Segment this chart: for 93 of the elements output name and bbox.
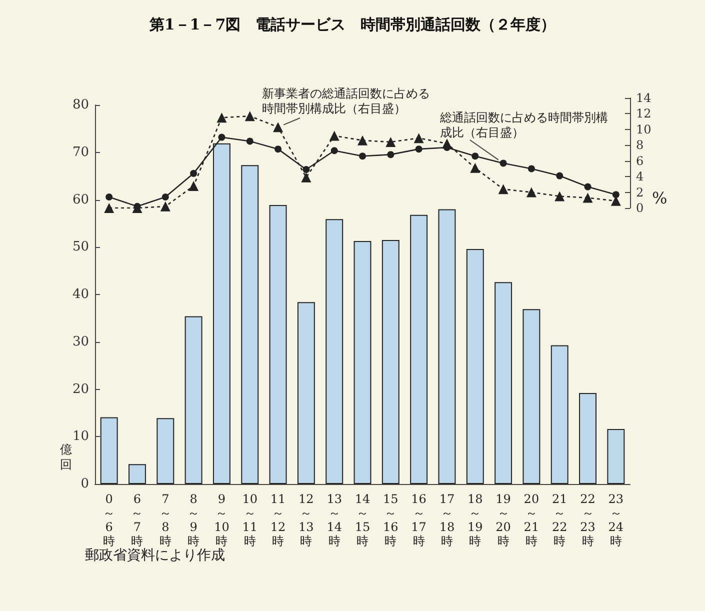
point [330, 147, 338, 154]
y-tick-label: 6 [636, 154, 644, 168]
point [302, 166, 310, 173]
x-tick-label: 6～7時 [131, 492, 144, 548]
bar [354, 240, 372, 484]
point [216, 112, 227, 123]
point [500, 160, 507, 167]
point [104, 203, 114, 213]
bar [607, 429, 625, 484]
x-tick-label: 16～17時 [411, 492, 426, 548]
y-tick-label: 10 [636, 122, 652, 136]
y-tick-label: 8 [636, 138, 644, 152]
y-tick-label: 0 [636, 201, 644, 215]
y-tick-label: 0 [80, 476, 89, 492]
y-tick-label: 30 [72, 334, 89, 350]
y-tick-label: 40 [72, 287, 89, 302]
x-tick-label: 8～9時 [188, 492, 200, 548]
x-tick-label: 23～24時 [608, 492, 624, 548]
bar [438, 209, 456, 484]
y-tick-label: 14 [636, 91, 652, 105]
x-tick-label: 9～10時 [214, 492, 230, 548]
point [106, 194, 113, 200]
bar [550, 345, 568, 484]
x-tick-label: 19～20時 [496, 492, 511, 548]
text: 郵政省資料により作成 [85, 548, 225, 564]
bar [522, 309, 540, 484]
point [528, 165, 535, 172]
point [246, 138, 254, 145]
point [387, 151, 394, 158]
y-tick-label: 20 [72, 382, 89, 397]
bar [466, 249, 484, 484]
point [329, 130, 340, 141]
point [584, 183, 592, 190]
bar [297, 302, 315, 484]
point [414, 133, 424, 144]
chart-title: 第1－1－7図 電話サービス 時間帯別通話回数（２年度） [148, 16, 556, 34]
x-tick-label: 15～16時 [383, 492, 398, 548]
x-tick-label: 7～8時 [159, 492, 172, 548]
point [218, 134, 226, 141]
x-tick-label: 22～23時 [580, 492, 596, 548]
point [498, 184, 508, 194]
x-tick-label: 13～14時 [326, 492, 342, 548]
y-tick-label: 12 [636, 106, 652, 121]
x-tick-label: 18～19時 [467, 492, 483, 548]
bar [156, 418, 174, 484]
point [188, 181, 199, 191]
bar [100, 417, 118, 484]
point [582, 192, 593, 203]
x-tick-label: 10～11時 [242, 492, 258, 548]
point [386, 137, 396, 147]
point [554, 191, 565, 202]
x-tick-label: 20～21時 [524, 492, 540, 548]
y-tick-label: 70 [72, 144, 89, 160]
x-tick-label: 14～15時 [354, 492, 370, 548]
point [244, 111, 255, 122]
point [470, 162, 480, 173]
bar [269, 204, 287, 484]
x-tick-label: 21～22時 [552, 492, 568, 548]
point [359, 152, 366, 160]
y-tick-label: 4 [636, 170, 644, 184]
point [526, 187, 536, 198]
point [358, 135, 368, 146]
x-tick-label: 17～18時 [439, 492, 455, 548]
point [301, 172, 312, 182]
bar [579, 393, 596, 484]
y-axis-title: 億回 [60, 442, 72, 472]
bar [128, 464, 146, 484]
x-tick-label: 0～6時 [103, 492, 116, 548]
bar [184, 316, 202, 484]
bar [241, 165, 259, 484]
y-tick-label: 50 [72, 240, 89, 255]
point [274, 146, 282, 153]
point [556, 172, 564, 180]
bar [410, 214, 428, 484]
x-tick-label: 12～13時 [298, 492, 314, 548]
annotation: 総通話回数に占める時間帯別構成比（右目盛） [439, 110, 608, 140]
bar [382, 240, 400, 484]
y-tick-label: 60 [72, 192, 89, 208]
point [415, 146, 422, 153]
point [160, 201, 170, 212]
annotation: 新事業者の総通話回数に占める時間帯別構成比（右目盛） [262, 86, 430, 116]
y-tick-label: 10 [72, 429, 89, 444]
x-tick-label: 11～12時 [270, 492, 286, 548]
point [190, 170, 198, 177]
point [162, 194, 169, 200]
y-axis-title: % [652, 188, 668, 208]
point [612, 191, 620, 198]
point [472, 152, 479, 160]
bar [326, 219, 344, 484]
y-tick-label: 2 [636, 185, 644, 200]
y-tick-label: 80 [72, 98, 89, 112]
point [273, 122, 284, 132]
bar [494, 282, 512, 484]
